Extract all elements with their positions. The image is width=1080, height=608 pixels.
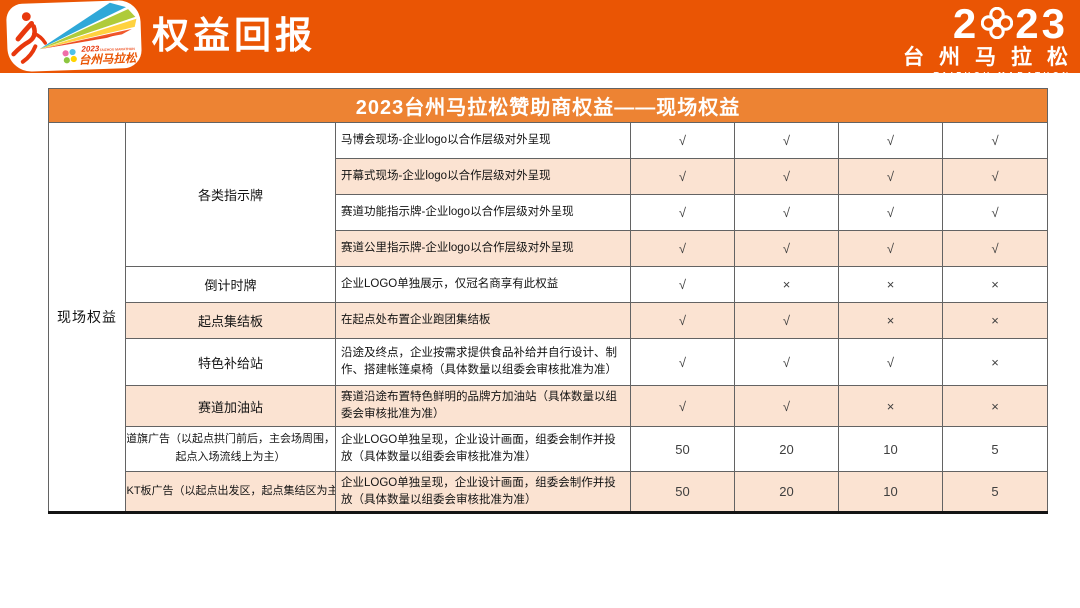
benefit-value-cell: √ — [838, 230, 943, 267]
benefit-value-cell: × — [941, 266, 1049, 303]
benefit-value-cell: √ — [838, 158, 943, 195]
benefit-desc-cell: 在起点处布置企业跑团集结板 — [335, 302, 631, 339]
benefit-desc-cell: 企业LOGO单独展示，仅冠名商享有此权益 — [335, 266, 631, 303]
benefit-value-cell: √ — [838, 194, 943, 231]
benefit-value-cell: √ — [941, 122, 1049, 159]
benefit-value-cell: × — [838, 266, 943, 303]
benefit-value-cell: √ — [630, 385, 735, 427]
logo-name-text: 台州马拉松 — [79, 51, 138, 67]
benefit-label-cell: 起点集结板 — [125, 302, 336, 339]
brand-year-prefix: 2 — [952, 0, 980, 47]
brand-name: 台州马拉松 — [903, 46, 1080, 69]
benefit-value-cell: √ — [734, 385, 839, 427]
benefit-value-cell: √ — [941, 158, 1049, 195]
benefit-label-cell: KT板广告（以起点出发区，起点集结区为主） — [125, 471, 336, 513]
benefits-table: 2023台州马拉松赞助商权益——现场权益 现场权益 各类指示牌 马博会现场-企业… — [47, 88, 1049, 514]
benefit-value-cell: 50 — [630, 471, 735, 513]
benefit-value-cell: √ — [838, 338, 943, 386]
event-logo-graphic: 2023 TAIZHOU MARATHON 台州马拉松 — [11, 2, 138, 67]
benefit-desc-cell: 沿途及终点，企业按需求提供食品补给并自行设计、制作、搭建帐篷桌椅（具体数量以组委… — [335, 338, 631, 386]
benefit-desc-cell: 企业LOGO单独呈现，企业设计画面，组委会制作并投放（具体数量以组委会审核批准为… — [335, 471, 631, 513]
benefit-value-cell: × — [941, 302, 1049, 339]
benefit-value-cell: √ — [734, 194, 839, 231]
benefit-value-cell: × — [941, 338, 1049, 386]
benefit-value-cell: √ — [734, 302, 839, 339]
table-title: 2023台州马拉松赞助商权益——现场权益 — [47, 88, 1049, 123]
benefit-value-cell: 20 — [734, 471, 839, 513]
benefit-desc-cell: 赛道沿途布置特色鲜明的品牌方加油站（具体数量以组委会审核批准为准） — [335, 385, 631, 427]
slide-header: 2023 TAIZHOU MARATHON 台州马拉松 权益回报 2 23 台州… — [0, 0, 1080, 80]
benefit-value-cell: × — [838, 385, 943, 427]
logo-year-text: 2023 — [80, 44, 100, 54]
benefit-desc-cell: 开幕式现场-企业logo以合作层级对外呈现 — [335, 158, 631, 195]
benefit-value-cell: √ — [630, 158, 735, 195]
brand-lockup: 2 23 台州马拉松 TAIZHOU MARATHON — [858, 3, 1068, 80]
benefit-value-cell: 50 — [630, 426, 735, 472]
benefit-value-cell: √ — [630, 338, 735, 386]
flower-icon — [61, 47, 78, 65]
category-cell: 现场权益 — [48, 122, 126, 513]
benefit-label-cell: 特色补给站 — [125, 338, 336, 386]
event-logo: 2023 TAIZHOU MARATHON 台州马拉松 — [5, 0, 143, 73]
benefit-value-cell: √ — [630, 266, 735, 303]
group-label-cell: 各类指示牌 — [125, 122, 336, 267]
benefit-value-cell: √ — [734, 338, 839, 386]
logo-sub-text: TAIZHOU MARATHON — [99, 47, 135, 52]
benefit-value-cell: 5 — [941, 471, 1049, 513]
benefit-value-cell: √ — [630, 302, 735, 339]
benefit-value-cell: √ — [630, 194, 735, 231]
brand-subtitle: TAIZHOU MARATHON — [933, 71, 1072, 81]
benefit-desc-cell: 赛道功能指示牌-企业logo以合作层级对外呈现 — [335, 194, 631, 231]
benefit-value-cell: √ — [941, 194, 1049, 231]
ribbon-fan-icon — [39, 2, 137, 50]
benefit-value-cell: √ — [630, 122, 735, 159]
benefit-value-cell: √ — [838, 122, 943, 159]
brand-year-suffix: 23 — [1015, 0, 1068, 47]
benefit-label-cell: 赛道加油站 — [125, 385, 336, 427]
benefit-value-cell: 20 — [734, 426, 839, 472]
runner-icon — [11, 12, 47, 64]
benefit-value-cell: × — [941, 385, 1049, 427]
benefit-value-cell: 5 — [941, 426, 1049, 472]
benefit-label-cell: 道旗广告（以起点拱门前后，主会场周围，起点入场流线上为主） — [125, 426, 336, 472]
benefit-desc-cell: 马博会现场-企业logo以合作层级对外呈现 — [335, 122, 631, 159]
brand-flower-icon — [981, 7, 1014, 39]
benefit-value-cell: √ — [941, 230, 1049, 267]
benefit-value-cell: √ — [734, 158, 839, 195]
benefit-desc-cell: 企业LOGO单独呈现，企业设计画面，组委会制作并投放（具体数量以组委会审核批准为… — [335, 426, 631, 472]
benefits-table-container: 2023台州马拉松赞助商权益——现场权益 现场权益 各类指示牌 马博会现场-企业… — [47, 88, 1049, 514]
benefit-value-cell: √ — [734, 230, 839, 267]
benefit-value-cell: √ — [630, 230, 735, 267]
benefit-label-cell: 倒计时牌 — [125, 266, 336, 303]
benefit-value-cell: × — [734, 266, 839, 303]
brand-year: 2 23 — [858, 3, 1068, 45]
benefit-value-cell: 10 — [838, 471, 943, 513]
page-title: 权益回报 — [152, 15, 316, 56]
benefit-value-cell: √ — [734, 122, 839, 159]
benefit-value-cell: × — [838, 302, 943, 339]
benefit-value-cell: 10 — [838, 426, 943, 472]
benefit-desc-cell: 赛道公里指示牌-企业logo以合作层级对外呈现 — [335, 230, 631, 267]
